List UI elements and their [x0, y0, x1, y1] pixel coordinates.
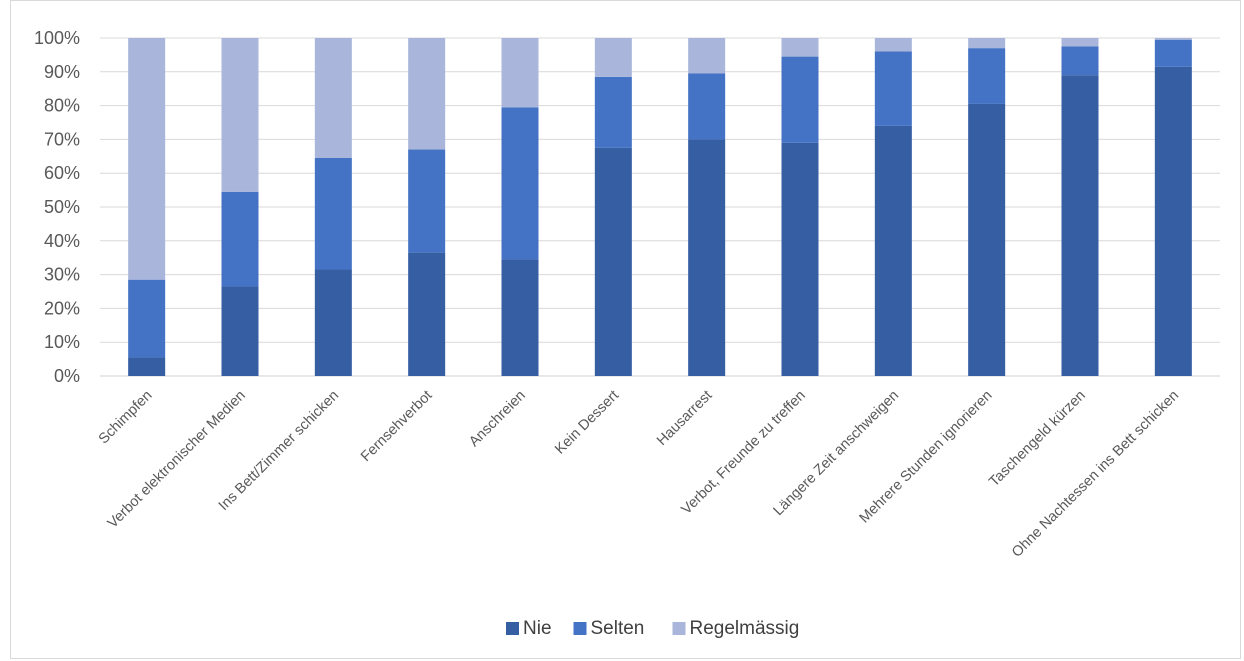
bar-segment-nie	[874, 125, 912, 376]
bars	[128, 38, 1192, 377]
y-tick-label: 30%	[44, 265, 80, 285]
legend-swatch	[672, 622, 686, 635]
bar-segment-selten	[688, 73, 726, 140]
y-tick-label: 40%	[44, 231, 80, 251]
x-tick-label: Kein Dessert	[552, 388, 622, 458]
bar-segment-nie	[221, 286, 259, 376]
bar-segment-selten	[221, 191, 259, 287]
legend-label: Selten	[591, 618, 645, 639]
x-tick-label: Hausarrest	[654, 388, 715, 449]
bar-segment-regelmässig	[408, 38, 446, 150]
y-tick-label: 70%	[44, 129, 80, 149]
bar-segment-regelmässig	[501, 38, 539, 108]
bar-segment-nie	[1154, 66, 1192, 376]
y-tick-label: 100%	[34, 28, 80, 48]
bar-segment-nie	[781, 142, 819, 376]
bar-segment-regelmässig	[314, 38, 352, 158]
bar-segment-selten	[594, 76, 632, 148]
bar-segment-nie	[408, 252, 446, 376]
bar-segment-selten	[1154, 39, 1192, 67]
bar-segment-nie	[594, 147, 632, 376]
bar-segment-regelmässig	[128, 38, 166, 280]
bar-segment-regelmässig	[594, 38, 632, 77]
gridlines	[100, 37, 1220, 377]
bar-segment-nie	[314, 269, 352, 376]
y-tick-label: 10%	[44, 332, 80, 352]
bar-segment-regelmässig	[1154, 38, 1192, 40]
legend-item-nie: Nie	[506, 618, 552, 639]
bar-segment-selten	[128, 279, 166, 358]
y-tick-label: 80%	[44, 96, 80, 116]
x-tick-label: Schimpfen	[96, 388, 156, 448]
bar-segment-nie	[128, 357, 166, 376]
x-tick-label: Anschreien	[466, 388, 529, 451]
bar-segment-nie	[501, 259, 539, 376]
y-tick-label: 90%	[44, 62, 80, 82]
bar-segment-nie	[1061, 75, 1099, 377]
legend-swatch	[573, 622, 587, 635]
bar-segment-selten	[314, 157, 352, 270]
y-tick-label: 20%	[44, 298, 80, 318]
bar-segment-selten	[1061, 46, 1099, 76]
bar-segment-regelmässig	[221, 38, 259, 192]
bar-segment-regelmässig	[781, 38, 819, 57]
x-tick-label: Ohne Nachtessen ins Bett schicken	[1009, 388, 1182, 561]
bar-segment-nie	[968, 103, 1006, 376]
x-tick-label: Taschengeld kürzen	[986, 388, 1089, 491]
legend-label: Regelmässig	[690, 618, 800, 639]
bar-segment-regelmässig	[874, 38, 912, 52]
y-tick-label: 60%	[44, 163, 80, 183]
bar-segment-selten	[968, 48, 1006, 104]
legend-item-selten: Selten	[573, 618, 645, 639]
bar-segment-selten	[408, 149, 446, 253]
legend-swatch	[506, 622, 519, 635]
bar-segment-nie	[688, 139, 726, 376]
x-tick-label: Fernsehverbot	[358, 388, 435, 465]
bar-segment-regelmässig	[688, 38, 726, 74]
y-tick-label: 50%	[44, 197, 80, 217]
legend: Nie Selten Regelmässig	[506, 618, 799, 639]
y-tick-label: 0%	[54, 366, 80, 386]
legend-label: Nie	[523, 618, 552, 639]
bar-segment-regelmässig	[1061, 38, 1099, 47]
legend-item-regelmässig: Regelmässig	[672, 618, 800, 639]
y-axis: 0% 10% 20% 30% 40% 50% 60% 70% 80% 90% 100%	[34, 28, 80, 386]
bar-segment-selten	[781, 56, 819, 143]
bar-segment-selten	[501, 107, 539, 260]
bar-segment-regelmässig	[968, 38, 1006, 49]
bar-segment-selten	[874, 51, 912, 126]
